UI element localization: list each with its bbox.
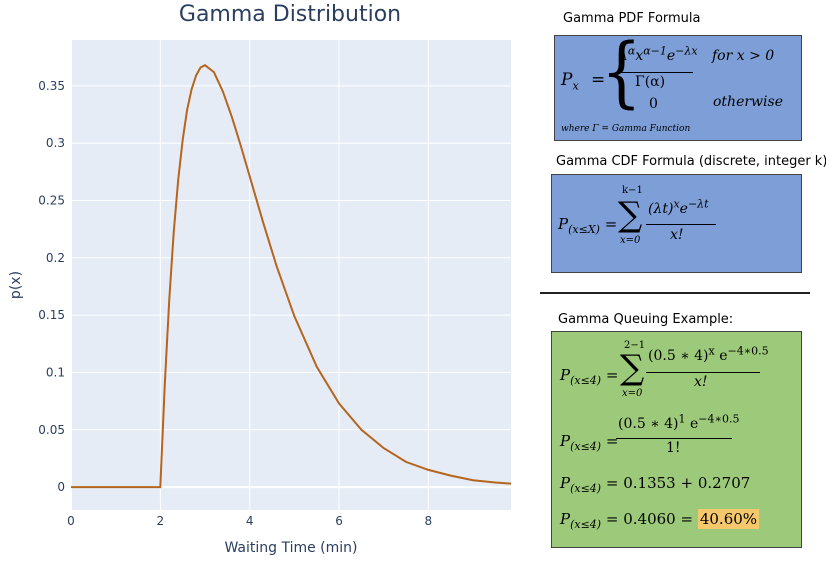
example-line2-fraction-line	[616, 438, 732, 439]
cdf-numerator: (λt)xe−λt	[648, 197, 709, 217]
cdf-sigma: ∑	[618, 195, 643, 235]
example-formula-box: P(x≤4) = 2−1 ∑ x=0 (0.5 ∗ 4)x e−4∗0.5 x!…	[551, 331, 802, 548]
y-tick-label: 0.05	[38, 423, 65, 437]
y-axis-label: p(x)	[8, 271, 24, 299]
grid-lines	[70, 40, 511, 510]
pdf-numerator: λαxα−1e−λx	[619, 44, 698, 64]
example-line4: P(x≤4) = 0.4060 = 40.60%	[560, 509, 760, 531]
x-tick-label: 0	[67, 514, 75, 528]
y-tick-label: 0.1	[46, 365, 65, 379]
pdf-zero: 0	[649, 96, 658, 112]
example-line1-numerator: (0.5 ∗ 4)x e−4∗0.5	[648, 344, 769, 364]
y-tick-label: 0.15	[38, 308, 65, 322]
plot-area	[71, 40, 511, 510]
y-tick-label: 0.3	[46, 136, 65, 150]
pdf-formula-box: Px = { λαxα−1e−λx Γ(α) 0 for x > 0 other…	[554, 31, 802, 141]
example-sigma: ∑	[620, 348, 645, 388]
pdf-fraction-line	[617, 72, 693, 73]
x-tick-label: 6	[335, 514, 343, 528]
example-sum-bottom: x=0	[622, 388, 643, 399]
pdf-note: where Γ = Gamma Function	[561, 124, 691, 134]
cdf-sum-top: k−1	[622, 185, 643, 196]
equals-sign: =	[591, 70, 606, 90]
pdf-case-otherwise: otherwise	[713, 94, 783, 110]
gamma-chart: Gamma Distribution 0 0.05 0.1 0.15 0.2 0.25 0.…	[8, 2, 512, 556]
cdf-denominator: x!	[670, 227, 684, 243]
x-tick-label: 8	[425, 514, 433, 528]
example-title: Gamma Queuing Example:	[558, 312, 734, 327]
pdf-lhs: Px	[561, 70, 579, 93]
example-line2-lhs: P(x≤4) =	[560, 432, 619, 453]
cdf-sum-bottom: x=0	[620, 235, 641, 246]
y-tick-label: 0.2	[46, 251, 65, 265]
tick-labels: 0 0.05 0.1 0.15 0.2 0.25 0.3 0.35 0 2 4 6 8	[38, 79, 432, 528]
cdf-lhs: P(x≤X) =	[558, 215, 618, 236]
x-tick-label: 2	[157, 514, 165, 528]
example-line1-lhs: P(x≤4) =	[560, 366, 619, 387]
y-tick-label: 0	[57, 480, 65, 494]
result-highlight: 40.60%	[697, 509, 760, 529]
cdf-formula-box: P(x≤X) = k−1 ∑ x=0 (λt)xe−λt x!	[551, 174, 802, 273]
example-line2-numerator: (0.5 ∗ 4)1 e−4∗0.5	[618, 412, 740, 432]
cdf-title: Gamma CDF Formula (discrete, integer k)	[556, 154, 826, 169]
chart-title: Gamma Distribution	[179, 2, 401, 27]
pdf-denominator: Γ(α)	[635, 74, 666, 90]
cdf-fraction-line	[646, 224, 716, 225]
y-tick-label: 0.35	[38, 79, 65, 93]
series-line-gamma-pdf	[71, 64, 512, 489]
y-tick-label: 0.25	[38, 193, 65, 207]
example-line2-denominator: 1!	[666, 440, 681, 456]
pdf-title: Gamma PDF Formula	[563, 11, 701, 26]
x-tick-label: 4	[246, 514, 254, 528]
example-line1-denominator: x!	[694, 374, 708, 390]
example-sum-top: 2−1	[624, 340, 646, 351]
pdf-brace: {	[601, 28, 642, 118]
pdf-case-positive: for x > 0	[712, 48, 775, 64]
section-divider	[540, 292, 810, 294]
example-line1-fraction-line	[646, 372, 760, 373]
x-axis-label: Waiting Time (min)	[224, 540, 357, 556]
example-line3: P(x≤4) = 0.1353 + 0.2707	[560, 474, 751, 495]
